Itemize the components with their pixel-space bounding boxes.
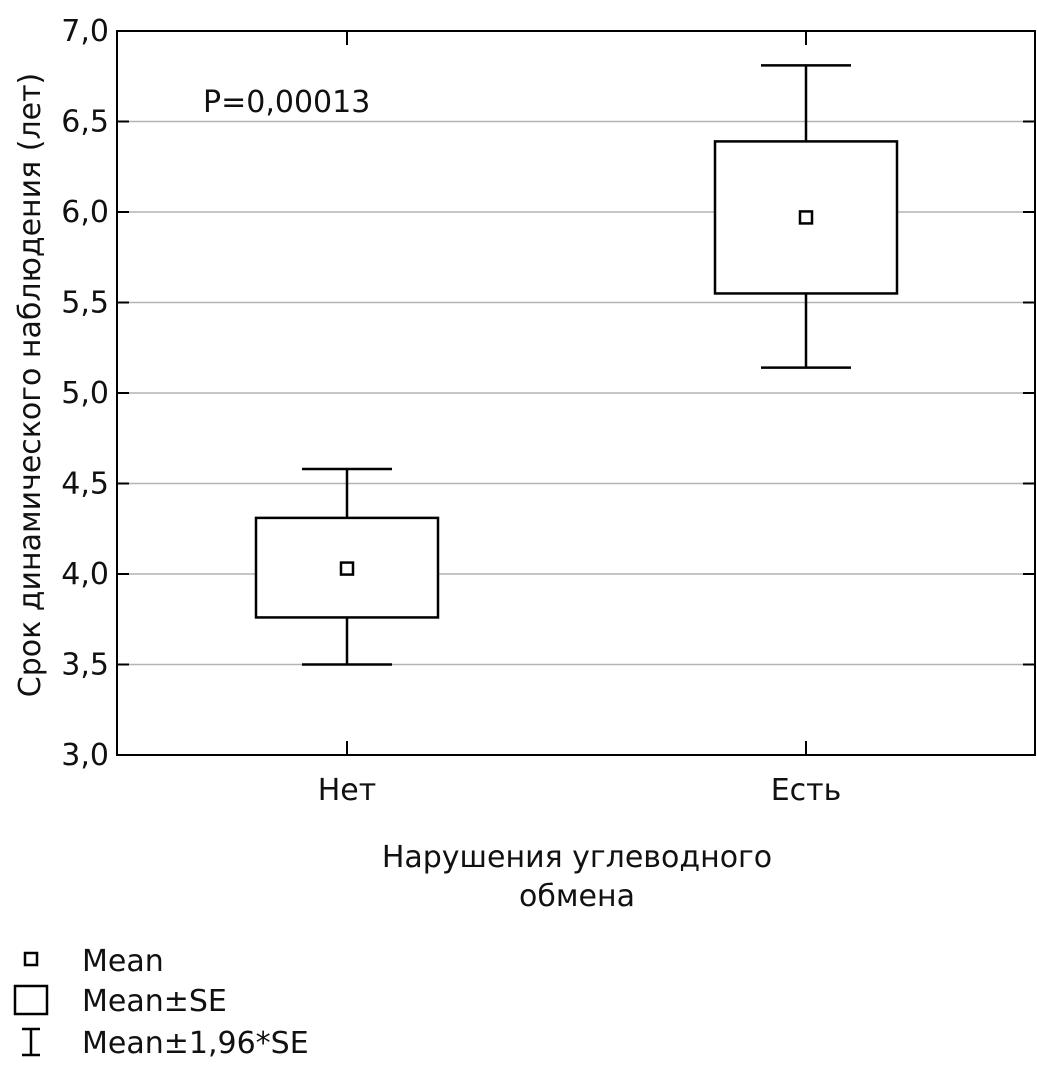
y-axis-title: Срок динамического наблюдения (лет) xyxy=(13,73,48,698)
x-tick-label: Есть xyxy=(771,773,842,808)
y-tick-label: 6,0 xyxy=(61,195,109,230)
x-tick-labels: Нет Есть xyxy=(318,773,842,808)
p-value-annotation: P=0,00013 xyxy=(203,85,370,120)
legend-label-mean-ci: Mean±1,96*SE xyxy=(82,1026,309,1061)
legend-label-mean-se: Mean±SE xyxy=(82,984,227,1019)
y-tick-label: 4,0 xyxy=(61,557,109,592)
mean-marker xyxy=(798,210,814,225)
y-tick-labels: 3,0 3,5 4,0 4,5 5,0 5,5 6,0 6,5 7,0 xyxy=(61,14,109,773)
x-tick-label: Нет xyxy=(318,773,377,808)
legend-mean-icon xyxy=(23,951,39,967)
x-axis-title-line-1: Нарушения углеводного xyxy=(382,840,772,875)
y-tick-label: 3,0 xyxy=(61,738,109,773)
box-group xyxy=(254,467,440,666)
legend-box-icon xyxy=(13,984,49,1016)
y-tick-label: 6,5 xyxy=(61,105,109,140)
box-group xyxy=(713,64,899,369)
legend-label-mean: Mean xyxy=(82,944,164,979)
y-tick-label: 5,0 xyxy=(61,376,109,411)
legend: Mean Mean±SE Mean±1,96*SE xyxy=(13,944,309,1061)
y-tick-label: 4,5 xyxy=(61,467,109,502)
boxes xyxy=(254,64,899,666)
x-axis-title-line-2: обмена xyxy=(519,879,635,914)
y-tick-label: 7,0 xyxy=(61,14,109,49)
axis-ticks xyxy=(117,30,1035,756)
legend-whisker-icon xyxy=(22,1027,40,1057)
y-tick-label: 3,5 xyxy=(61,648,109,683)
y-tick-label: 5,5 xyxy=(61,286,109,321)
mean-marker xyxy=(339,561,355,576)
